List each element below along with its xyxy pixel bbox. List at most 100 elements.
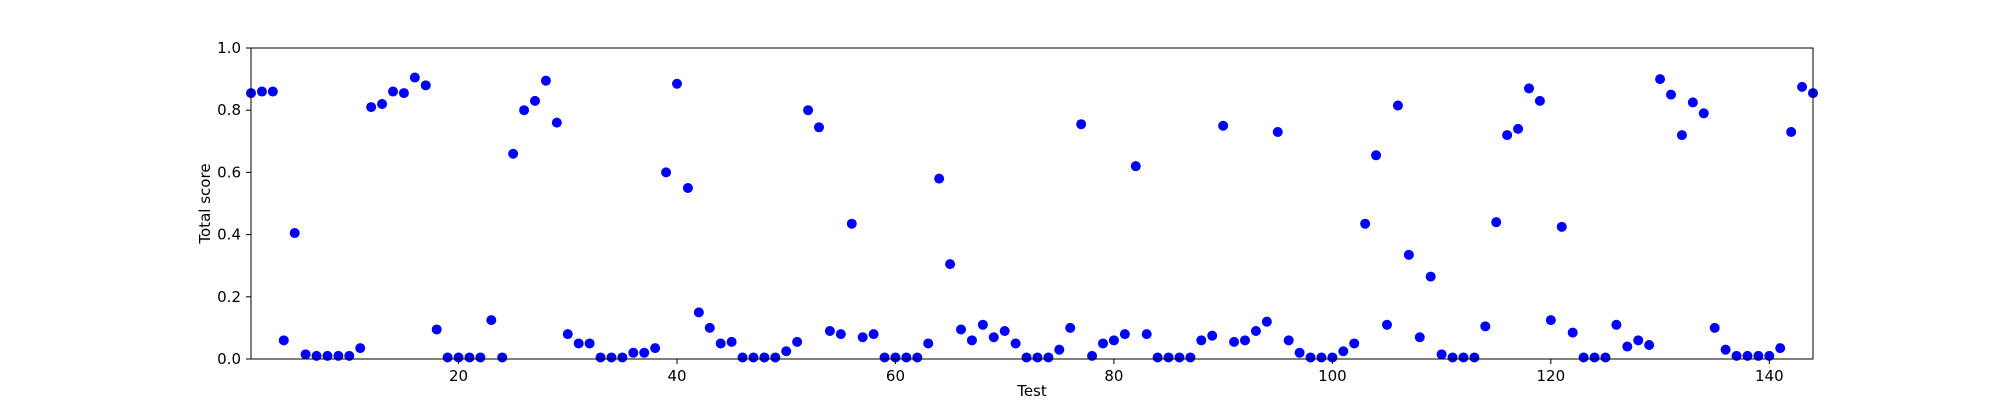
data-point bbox=[1141, 329, 1152, 340]
x-tick-label: 40 bbox=[667, 367, 686, 385]
data-point bbox=[1294, 347, 1305, 358]
data-point bbox=[1731, 350, 1742, 361]
data-point bbox=[409, 72, 420, 83]
data-point bbox=[901, 352, 912, 363]
data-point bbox=[639, 347, 650, 358]
data-point bbox=[682, 182, 693, 193]
data-point bbox=[1076, 119, 1087, 130]
data-point bbox=[1043, 352, 1054, 363]
data-point bbox=[1218, 120, 1229, 131]
data-point bbox=[693, 307, 704, 318]
data-point bbox=[1403, 249, 1414, 260]
data-point bbox=[1698, 108, 1709, 119]
data-point bbox=[1480, 321, 1491, 332]
data-point bbox=[1108, 335, 1119, 346]
data-point bbox=[846, 218, 857, 229]
data-point bbox=[1676, 130, 1687, 141]
data-point bbox=[890, 352, 901, 363]
data-point bbox=[278, 335, 289, 346]
data-point bbox=[1316, 352, 1327, 363]
y-tick-label: 0.2 bbox=[217, 288, 241, 306]
data-point bbox=[792, 336, 803, 347]
data-point bbox=[573, 338, 584, 349]
data-point bbox=[1600, 352, 1611, 363]
data-point bbox=[1174, 352, 1185, 363]
data-point bbox=[628, 347, 639, 358]
data-point bbox=[311, 350, 322, 361]
data-point bbox=[562, 329, 573, 340]
data-point bbox=[497, 352, 508, 363]
data-point bbox=[1786, 126, 1797, 137]
data-point bbox=[1414, 332, 1425, 343]
data-point bbox=[584, 338, 595, 349]
data-point bbox=[1065, 322, 1076, 333]
data-point bbox=[1524, 83, 1534, 94]
data-point bbox=[661, 167, 672, 178]
data-point bbox=[1545, 315, 1556, 326]
data-point bbox=[956, 324, 966, 335]
data-point bbox=[1283, 335, 1294, 346]
x-axis-label: Test bbox=[1016, 382, 1047, 400]
data-point bbox=[650, 343, 661, 354]
data-point bbox=[923, 338, 934, 349]
data-point bbox=[1436, 349, 1447, 360]
data-point bbox=[1010, 338, 1021, 349]
data-point bbox=[540, 75, 551, 86]
data-point bbox=[420, 80, 431, 91]
data-point bbox=[1655, 74, 1666, 85]
data-point bbox=[300, 349, 311, 360]
data-point bbox=[1130, 161, 1141, 172]
data-point bbox=[672, 78, 682, 89]
data-point bbox=[748, 352, 759, 363]
x-tick-label: 60 bbox=[886, 367, 905, 385]
data-point bbox=[1589, 352, 1600, 363]
data-point bbox=[475, 352, 486, 363]
data-point bbox=[617, 352, 628, 363]
data-point bbox=[333, 350, 344, 361]
data-point bbox=[857, 332, 868, 343]
data-point bbox=[912, 352, 923, 363]
data-point bbox=[1196, 335, 1207, 346]
data-point bbox=[595, 352, 606, 363]
y-tick-label: 1.0 bbox=[217, 39, 241, 57]
x-tick-label: 140 bbox=[1755, 367, 1784, 385]
data-point bbox=[1305, 352, 1316, 363]
x-tick-label: 80 bbox=[1104, 367, 1123, 385]
data-point bbox=[726, 336, 737, 347]
data-point bbox=[322, 350, 333, 361]
data-point bbox=[1742, 350, 1753, 361]
data-point bbox=[1371, 150, 1382, 161]
data-point bbox=[256, 86, 267, 97]
data-point bbox=[934, 173, 945, 184]
data-point bbox=[781, 346, 792, 357]
data-point bbox=[999, 326, 1010, 337]
data-point bbox=[1666, 89, 1676, 100]
y-tick-label: 0.0 bbox=[217, 350, 241, 368]
data-point bbox=[267, 86, 278, 97]
data-point bbox=[1764, 350, 1775, 361]
data-point bbox=[388, 86, 398, 97]
data-point bbox=[377, 98, 388, 109]
data-point bbox=[464, 352, 475, 363]
data-point bbox=[1633, 335, 1644, 346]
data-point bbox=[530, 95, 540, 106]
data-point bbox=[1644, 340, 1655, 351]
data-point bbox=[442, 352, 453, 363]
data-point bbox=[431, 324, 442, 335]
data-point bbox=[1775, 343, 1786, 354]
data-point bbox=[1032, 352, 1043, 363]
data-point bbox=[1327, 352, 1338, 363]
y-axis-ticks: 0.0 0.2 0.4 0.6 0.8 1.0 bbox=[217, 39, 251, 368]
y-tick-label: 0.6 bbox=[217, 163, 241, 181]
data-point bbox=[1272, 126, 1283, 137]
data-point bbox=[519, 105, 530, 116]
data-point bbox=[1491, 217, 1502, 228]
data-point bbox=[715, 338, 726, 349]
data-point bbox=[1054, 344, 1065, 355]
data-point bbox=[1622, 341, 1633, 352]
plot-area-frame bbox=[250, 47, 1814, 360]
data-point bbox=[1392, 100, 1403, 111]
data-point bbox=[606, 352, 617, 363]
data-point bbox=[814, 122, 824, 133]
